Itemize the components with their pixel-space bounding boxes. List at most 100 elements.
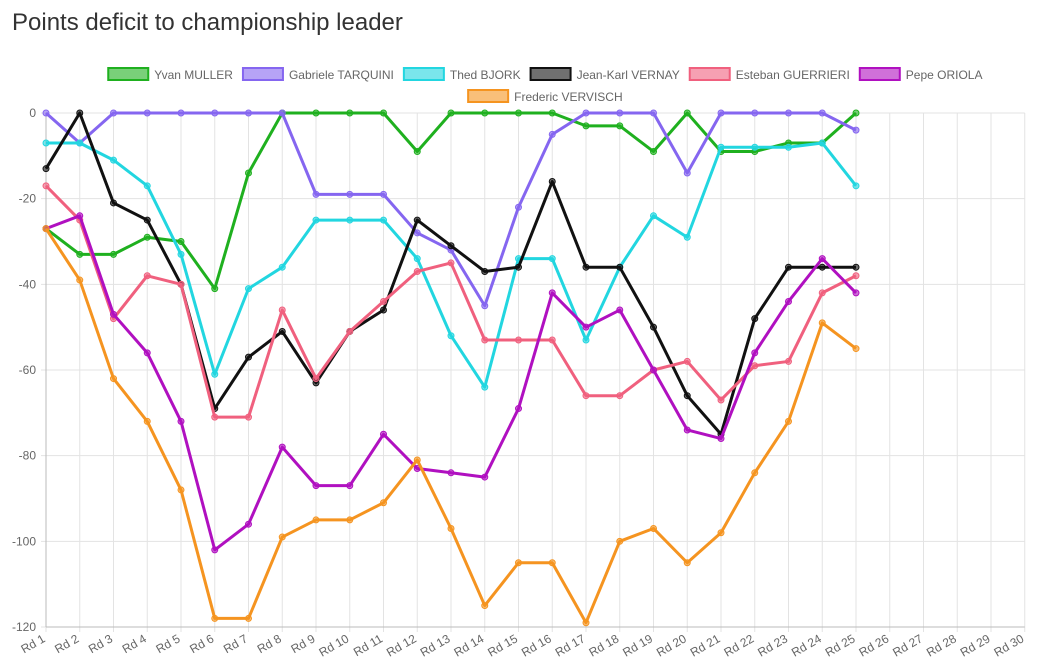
- data-point: [751, 469, 759, 477]
- data-point: [582, 336, 590, 344]
- data-point: [278, 533, 286, 541]
- data-point: [211, 546, 219, 554]
- data-point: [177, 238, 185, 245]
- chart-title: Points deficit to championship leader: [12, 9, 403, 36]
- data-point: [852, 272, 860, 280]
- data-point: [818, 109, 826, 117]
- data-point: [683, 357, 691, 365]
- legend-label: Jean-Karl VERNAY: [577, 68, 680, 82]
- data-point: [447, 242, 455, 250]
- data-point: [312, 190, 320, 198]
- data-point: [177, 280, 185, 288]
- x-tick-label: Rd 30: [992, 631, 1027, 659]
- data-point: [852, 109, 860, 117]
- data-point: [818, 263, 826, 271]
- data-point: [481, 336, 489, 344]
- data-point: [143, 233, 151, 241]
- x-tick-label: Rd 17: [553, 631, 588, 659]
- data-point: [650, 148, 657, 156]
- data-point: [110, 310, 117, 318]
- x-tick-label: Rd 16: [519, 631, 554, 659]
- data-point: [380, 109, 387, 117]
- data-point: [76, 276, 84, 284]
- data-point: [481, 302, 489, 310]
- legend-swatch: [529, 67, 572, 81]
- y-tick-label: -80: [19, 449, 37, 463]
- x-tick-label: Rd 9: [289, 631, 318, 656]
- legend-swatch: [402, 67, 445, 81]
- x-tick-label: Rd 29: [958, 631, 993, 659]
- data-point: [852, 345, 860, 353]
- data-point: [245, 285, 252, 293]
- data-point: [852, 126, 860, 134]
- data-point: [312, 216, 320, 224]
- data-point: [413, 267, 421, 275]
- data-point: [717, 109, 725, 117]
- x-tick-label: Rd 11: [351, 631, 385, 659]
- legend-item: Yvan MULLER: [107, 67, 233, 82]
- data-point: [785, 417, 792, 425]
- data-point: [177, 486, 185, 494]
- x-tick-label: Rd 15: [485, 631, 520, 659]
- data-point: [42, 165, 50, 173]
- x-tick-label: Rd 27: [890, 631, 925, 659]
- data-point: [413, 229, 421, 237]
- data-point: [751, 143, 759, 151]
- y-tick-label: -120: [12, 620, 36, 634]
- data-point: [447, 469, 455, 477]
- data-point: [346, 516, 354, 524]
- data-point: [177, 109, 185, 117]
- data-point: [650, 323, 657, 331]
- data-point: [42, 109, 50, 117]
- data-point: [818, 319, 826, 327]
- y-tick-label: -20: [19, 192, 37, 206]
- data-point: [245, 614, 252, 622]
- data-point: [717, 143, 725, 151]
- data-point: [312, 375, 320, 383]
- data-point: [785, 263, 792, 271]
- data-point: [683, 392, 691, 400]
- legend-swatch: [688, 67, 731, 81]
- data-point: [346, 190, 354, 198]
- data-point: [616, 306, 624, 314]
- data-point: [245, 353, 252, 361]
- data-point: [110, 375, 117, 383]
- data-point: [582, 323, 590, 331]
- data-point: [380, 297, 387, 305]
- data-point: [548, 255, 556, 263]
- legend-label: Yvan MULLER: [154, 68, 233, 82]
- data-point: [717, 435, 725, 443]
- data-point: [650, 366, 657, 374]
- y-tick-label: -40: [19, 277, 37, 291]
- legend-item: Pepe ORIOLA: [858, 67, 983, 82]
- data-point: [211, 285, 219, 293]
- data-point: [515, 559, 522, 567]
- data-point: [380, 499, 387, 507]
- data-point: [346, 109, 354, 117]
- data-point: [312, 516, 320, 524]
- legend-item: Jean-Karl VERNAY: [529, 67, 680, 82]
- x-tick-label: Rd 3: [86, 631, 115, 656]
- legend-item: Thed BJORK: [402, 67, 521, 82]
- data-point: [413, 456, 421, 464]
- data-point: [515, 263, 522, 271]
- data-point: [818, 139, 826, 147]
- legend-swatch: [107, 67, 150, 81]
- data-point: [278, 263, 286, 271]
- x-tick-label: Rd 2: [52, 631, 81, 656]
- legend-label: Gabriele TARQUINI: [289, 68, 394, 82]
- data-point: [380, 216, 387, 224]
- data-point: [76, 109, 84, 117]
- data-point: [515, 405, 522, 413]
- data-point: [143, 182, 151, 190]
- data-point: [447, 259, 455, 267]
- x-tick-label: Rd 10: [317, 631, 352, 659]
- legend-swatch: [467, 89, 510, 103]
- data-point: [515, 109, 522, 117]
- data-point: [717, 396, 725, 404]
- data-point: [211, 370, 219, 378]
- x-tick-label: Rd 25: [823, 631, 858, 659]
- data-point: [346, 327, 354, 335]
- x-tick-label: Rd 28: [924, 631, 959, 659]
- data-point: [751, 349, 759, 357]
